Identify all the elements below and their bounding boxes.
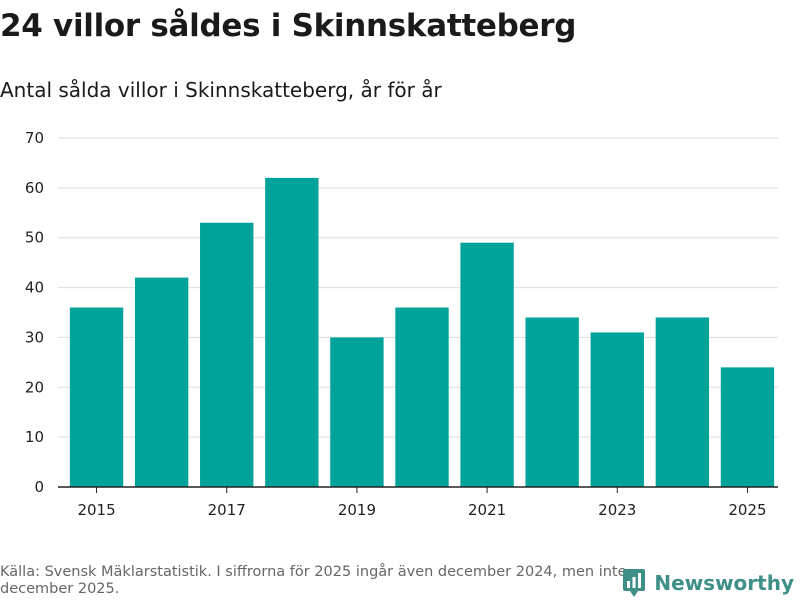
brand: Newsworthy — [622, 568, 794, 598]
bar-2020 — [395, 307, 449, 487]
bar-2023 — [590, 332, 644, 487]
bars — [69, 177, 775, 487]
y-tick-label: 40 — [25, 279, 44, 297]
y-tick-label: 30 — [25, 328, 44, 346]
chart-title: 24 villor såldes i Skinnskatteberg — [0, 8, 577, 44]
bar-2015 — [69, 307, 124, 487]
y-axis: 0 10 20 30 40 50 60 70 — [25, 129, 44, 496]
y-tick-label: 50 — [25, 229, 44, 247]
brand-name: Newsworthy — [654, 571, 794, 595]
x-tick-label: 2021 — [468, 501, 506, 519]
chart-subtitle: Antal sålda villor i Skinnskatteberg, år… — [0, 78, 442, 102]
bar-2024 — [655, 317, 710, 487]
bar-2022 — [525, 317, 579, 487]
y-tick-label: 70 — [25, 129, 44, 147]
bar-2017 — [200, 222, 254, 487]
y-tick-label: 10 — [25, 428, 44, 446]
x-tick-label: 2023 — [598, 501, 636, 519]
newsworthy-logo-icon — [623, 569, 646, 597]
bar-2025 — [720, 367, 775, 487]
y-tick-label: 20 — [25, 378, 44, 396]
source-note: Källa: Svensk Mäklarstatistik. I siffror… — [0, 564, 627, 597]
x-tick-label: 2017 — [208, 501, 246, 519]
x-tick-label: 2025 — [728, 501, 766, 519]
y-tick-label: 0 — [34, 478, 44, 496]
bar-2016 — [134, 277, 189, 487]
bar-2021 — [460, 242, 514, 487]
bar-2018 — [265, 177, 319, 487]
x-tick-label: 2019 — [338, 501, 376, 519]
bar-chart: 0 10 20 30 40 50 60 70 2015 2017 2019 2021 2023 2025 — [25, 129, 778, 519]
bar-2019 — [330, 337, 384, 487]
x-tick-label: 2015 — [77, 501, 115, 519]
x-axis: 2015 2017 2019 2021 2023 2025 — [58, 486, 778, 519]
y-tick-label: 60 — [25, 179, 44, 197]
